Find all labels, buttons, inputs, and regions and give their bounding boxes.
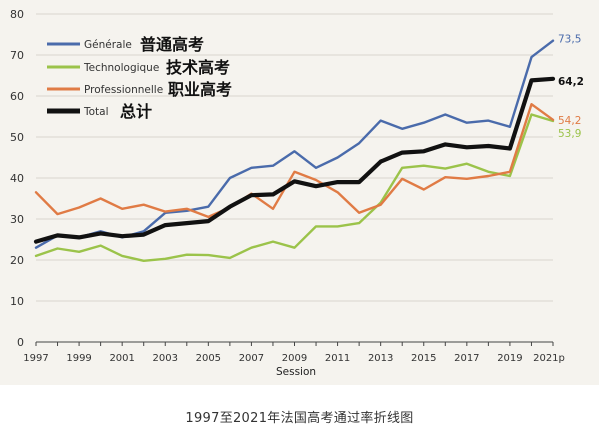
line-chart: 0 10 20 30 40 50 60 70 80 1997 1999 2001 2003 2005 200… (10, 8, 584, 378)
y-tick-label: 50 (10, 131, 24, 144)
y-tick-label: 40 (10, 172, 24, 185)
y-tick-label: 60 (10, 90, 24, 103)
y-tick-label: 30 (10, 213, 24, 226)
x-tick-label: 2017 (454, 353, 479, 364)
x-tick-label: 2007 (239, 353, 264, 364)
legend-label-zh: 职业高考 (168, 80, 232, 99)
end-value-label: 64,2 (558, 76, 584, 88)
grid-lines (36, 13, 553, 302)
end-value-label: 53,9 (558, 128, 581, 140)
x-tick-label: 2011 (325, 353, 350, 364)
x-tick-label: 1999 (66, 353, 91, 364)
end-value-label: 73,5 (558, 34, 581, 46)
y-tick-label: 20 (10, 254, 24, 267)
legend-label: Total (83, 106, 109, 118)
series-lines (33, 39, 556, 262)
legend: Générale 普通高考 Technologique 技术高考Professionn… (47, 35, 232, 121)
series-line-total (33, 76, 556, 244)
end-value-label: 54,2 (558, 115, 581, 127)
legend-label-zh: 总计 (120, 102, 152, 121)
legend-label-zh: 技术高考 (166, 58, 230, 77)
x-tick-label: 2003 (153, 353, 178, 364)
series-line-professionnelle (34, 102, 555, 219)
legend-label: Générale (84, 39, 132, 51)
y-tick-label: 70 (10, 49, 24, 62)
y-tick-label: 0 (17, 336, 24, 349)
legend-label: Technologique (83, 62, 159, 74)
legend-label: Professionnelle (84, 84, 163, 96)
series-line-technologique (34, 113, 555, 262)
y-tick-label: 10 (10, 295, 24, 308)
y-tick-label: 80 (10, 8, 24, 21)
x-tick-label: 2009 (282, 353, 307, 364)
figure-caption: 1997至2021年法国高考通过率折线图 (185, 411, 414, 426)
x-tick-label: 2021p (533, 353, 565, 364)
x-axis-label: Session (276, 366, 316, 378)
x-tick-label: 2015 (411, 353, 436, 364)
chart-panel: 0 10 20 30 40 50 60 70 80 1997 1999 2001 2003 2005 200… (0, 0, 599, 385)
x-tick-label: 2013 (368, 353, 393, 364)
x-tick-label: 2005 (196, 353, 221, 364)
end-labels: 73,5 53,954,2 64,2 (558, 34, 584, 140)
x-tick-label: 1997 (23, 353, 48, 364)
legend-label-zh: 普通高考 (140, 35, 204, 54)
axes: 0 10 20 30 40 50 60 70 80 1997 1999 2001 2003 2005 200… (10, 8, 565, 364)
x-tick-label: 2019 (497, 353, 522, 364)
x-tick-label: 2001 (109, 353, 134, 364)
